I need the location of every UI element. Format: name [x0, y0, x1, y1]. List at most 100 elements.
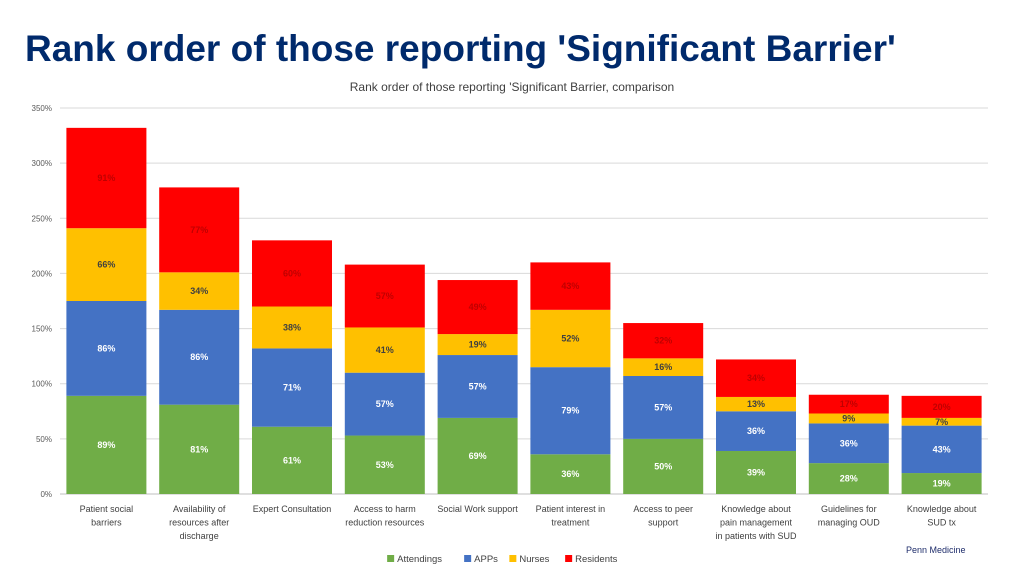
- data-label: 7%: [935, 417, 948, 427]
- bar-apps: [344, 372, 425, 436]
- bar-apps: [901, 425, 982, 474]
- data-label: 41%: [376, 345, 394, 355]
- data-label: 39%: [747, 467, 765, 477]
- bar-residents: [437, 280, 518, 335]
- legend-label: Residents: [575, 554, 617, 565]
- bar-nurses: [252, 306, 332, 349]
- data-label: 13%: [747, 399, 765, 409]
- legend-label: Attendings: [397, 554, 442, 565]
- bar-attendings: [808, 463, 889, 494]
- data-label: 66%: [97, 260, 115, 270]
- y-tick-label: 0%: [40, 490, 52, 499]
- data-label: 34%: [747, 373, 765, 383]
- legend-swatch-attendings: [387, 555, 395, 562]
- data-label: 17%: [840, 399, 858, 409]
- legend-swatch-residents: [565, 555, 573, 562]
- bar-attendings: [159, 404, 240, 494]
- y-tick-label: 100%: [32, 380, 52, 389]
- bar-attendings: [344, 435, 425, 494]
- bar-attendings: [437, 417, 518, 494]
- x-category-label: Availability of resources after discharge: [169, 504, 229, 541]
- bar-apps: [159, 309, 240, 405]
- bar-apps: [716, 411, 796, 451]
- legend-label: APPs: [474, 554, 498, 565]
- bar-nurses: [66, 228, 147, 301]
- y-tick-label: 300%: [32, 159, 52, 168]
- x-category-label: Expert Consultation: [253, 504, 332, 514]
- data-label: 19%: [469, 340, 487, 350]
- bar-residents: [66, 127, 147, 229]
- data-label: 57%: [469, 381, 487, 391]
- bar-attendings: [66, 395, 147, 494]
- x-category-label: Access to peer support: [633, 504, 693, 528]
- data-label: 20%: [933, 402, 951, 412]
- data-label: 52%: [561, 333, 579, 343]
- x-category-label: Access to harm reduction resources: [345, 504, 425, 528]
- bar-nurses: [159, 272, 240, 310]
- bar-nurses: [716, 396, 796, 412]
- y-tick-label: 50%: [36, 435, 52, 444]
- bar-apps: [623, 375, 704, 439]
- data-label: 49%: [469, 302, 487, 312]
- x-category-label: Social Work support: [437, 504, 518, 514]
- data-label: 43%: [561, 281, 579, 291]
- data-label: 34%: [190, 286, 208, 296]
- y-tick-label: 350%: [32, 104, 52, 113]
- x-category-label: Guidelines for managing OUD: [818, 504, 881, 528]
- bar-apps: [66, 301, 147, 396]
- data-label: 79%: [561, 406, 579, 416]
- bar-nurses: [623, 358, 704, 376]
- data-label: 61%: [283, 455, 301, 465]
- bar-nurses: [437, 334, 518, 356]
- legend-label: Nurses: [519, 554, 549, 565]
- data-label: 91%: [97, 173, 115, 183]
- legend-swatch-apps: [464, 555, 472, 562]
- bar-nurses: [344, 327, 425, 373]
- bar-residents: [901, 395, 982, 418]
- data-label: 32%: [654, 336, 672, 346]
- data-label: 36%: [561, 469, 579, 479]
- bar-residents: [808, 394, 889, 414]
- data-label: 86%: [97, 343, 115, 353]
- footer-brand: Penn Medicine: [906, 545, 966, 555]
- y-tick-label: 150%: [32, 325, 52, 334]
- x-category-label: Patient social barriers: [80, 504, 134, 528]
- data-label: 57%: [654, 402, 672, 412]
- data-label: 16%: [654, 362, 672, 372]
- y-tick-label: 250%: [32, 214, 52, 223]
- bar-nurses: [901, 417, 982, 426]
- bar-residents: [623, 323, 704, 359]
- bar-nurses: [530, 309, 611, 368]
- data-label: 57%: [376, 291, 394, 301]
- data-label: 57%: [376, 399, 394, 409]
- bar-residents: [344, 264, 425, 328]
- data-label: 50%: [654, 461, 672, 471]
- bar-attendings: [252, 426, 332, 494]
- bar-attendings: [530, 454, 611, 494]
- data-label: 81%: [190, 444, 208, 454]
- page-title: Rank order of those reporting 'Significa…: [25, 28, 896, 69]
- legend-swatch-nurses: [509, 555, 517, 562]
- bar-residents: [252, 240, 332, 307]
- data-label: 86%: [190, 352, 208, 362]
- data-label: 89%: [97, 440, 115, 450]
- data-label: 77%: [190, 225, 208, 235]
- data-label: 36%: [840, 438, 858, 448]
- data-label: 38%: [283, 322, 301, 332]
- chart-title: Rank order of those reporting 'Significa…: [350, 80, 674, 94]
- bar-apps: [437, 355, 518, 418]
- data-label: 43%: [933, 444, 951, 454]
- data-label: 53%: [376, 460, 394, 470]
- bar-apps: [530, 367, 611, 455]
- x-category-label: Patient interest in treatment: [536, 504, 606, 528]
- bar-residents: [159, 187, 240, 273]
- bar-nurses: [808, 413, 889, 424]
- bar-residents: [716, 359, 796, 397]
- bar-attendings: [623, 438, 704, 494]
- x-category-label: Knowledge about SUD tx: [907, 504, 977, 528]
- bar-apps: [252, 348, 332, 427]
- data-label: 9%: [842, 413, 855, 423]
- data-label: 60%: [283, 268, 301, 278]
- data-label: 36%: [747, 426, 765, 436]
